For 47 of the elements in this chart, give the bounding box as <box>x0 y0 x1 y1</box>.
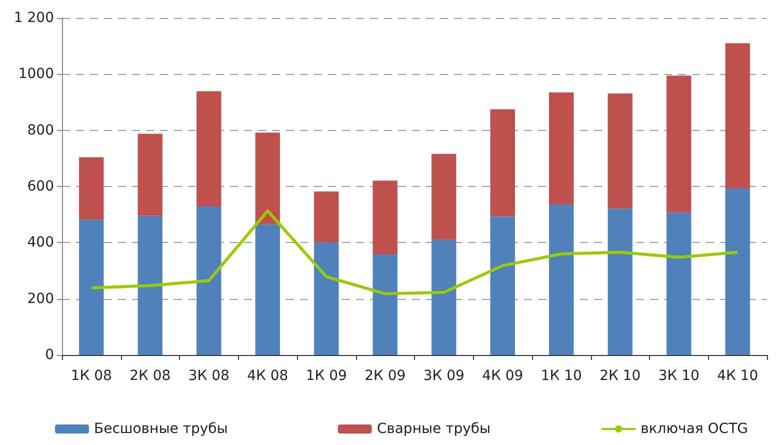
bar <box>372 180 398 254</box>
bar <box>79 157 104 220</box>
bar <box>196 91 222 206</box>
bar <box>138 216 162 355</box>
bar <box>314 192 339 242</box>
bar <box>490 216 515 355</box>
bar <box>549 92 574 204</box>
y-tick-label: 1 200 <box>14 10 54 26</box>
x-tick-label: 1К 08 <box>70 368 112 384</box>
x-tick-label: 4К 08 <box>247 368 288 384</box>
x-tick-label: 3К 09 <box>423 368 464 384</box>
x-tick-label: 2К 09 <box>364 368 406 384</box>
bar <box>138 134 162 216</box>
y-tick-label: 0 <box>45 347 54 363</box>
bar <box>725 188 750 355</box>
legend-label: Бесшовные трубы <box>94 421 228 437</box>
legend-label: включая OCTG <box>640 421 748 437</box>
bar <box>432 154 456 240</box>
x-tick-label: 3К 10 <box>658 368 700 384</box>
y-tick-label: 600 <box>27 178 54 194</box>
bar <box>549 204 574 355</box>
x-tick-label: 2К 08 <box>130 368 171 384</box>
bar <box>196 206 222 355</box>
x-tick-label: 1К 09 <box>306 368 347 384</box>
bar <box>666 76 692 212</box>
x-tick-label: 1К 10 <box>540 368 582 384</box>
y-tick-label: 400 <box>27 234 54 251</box>
line-series <box>90 209 740 296</box>
x-tick-label: 4К 09 <box>482 368 524 384</box>
bar <box>255 132 280 224</box>
bar <box>608 94 632 208</box>
y-tick-label: 800 <box>27 122 54 138</box>
x-tick-label: 3К 08 <box>188 368 230 384</box>
y-tick-label: 200 <box>27 290 54 307</box>
bar <box>79 220 104 355</box>
x-tick-label: 4К 10 <box>717 368 758 384</box>
legend-label: Сварные трубы <box>376 421 491 437</box>
x-tick-label: 2К 10 <box>600 368 641 384</box>
bar <box>372 254 398 355</box>
bar <box>725 43 750 188</box>
y-tick-label: 1000 <box>18 66 54 82</box>
bar <box>490 109 515 216</box>
bar <box>255 224 280 355</box>
bar <box>432 240 456 355</box>
bar <box>314 242 339 355</box>
bar <box>666 212 692 355</box>
bar <box>608 208 632 355</box>
